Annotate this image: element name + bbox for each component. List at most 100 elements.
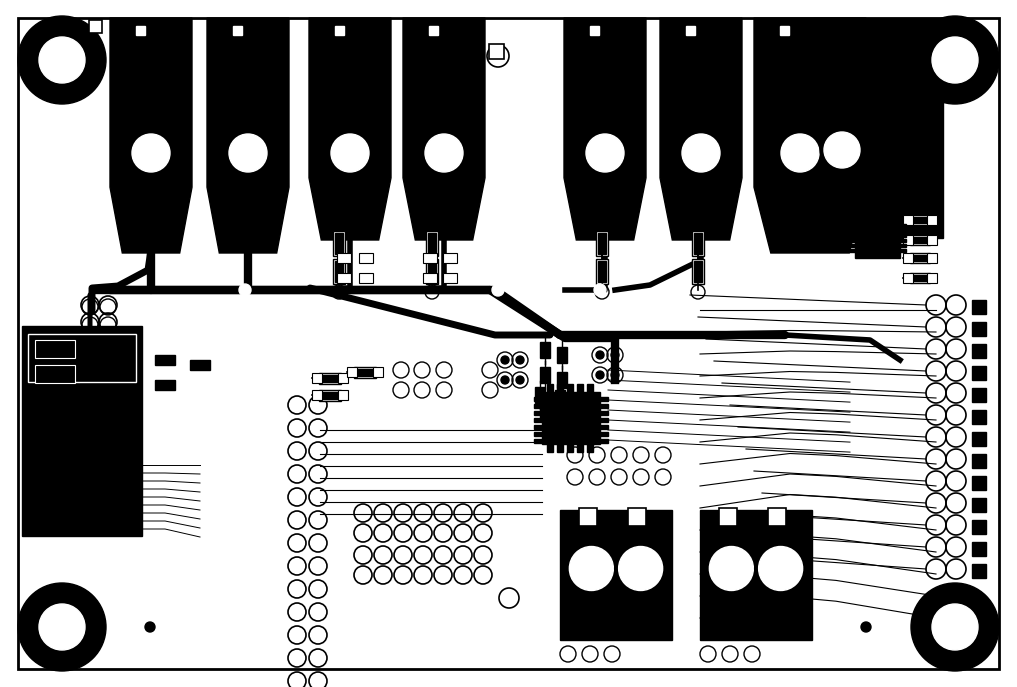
Polygon shape [403, 18, 485, 240]
Circle shape [781, 134, 819, 172]
Bar [547, 384, 553, 392]
Bar [600, 425, 608, 429]
Bar [903, 235, 913, 245]
Polygon shape [754, 18, 866, 253]
Polygon shape [660, 18, 742, 240]
Bar [337, 253, 351, 263]
Circle shape [132, 134, 170, 172]
Bar [557, 384, 563, 392]
Bar [489, 44, 504, 59]
Bar [534, 425, 542, 429]
Bar [900, 234, 906, 237]
Circle shape [229, 134, 267, 172]
Circle shape [501, 376, 508, 384]
Bar [972, 542, 986, 556]
Bar [777, 23, 792, 38]
Bar [233, 26, 242, 35]
Bar [849, 249, 855, 252]
Bar [719, 508, 737, 526]
Bar [426, 259, 438, 284]
Bar [900, 224, 906, 227]
Bar [93, 453, 99, 460]
Bar [912, 217, 928, 223]
Bar [66, 453, 72, 460]
Circle shape [932, 604, 978, 650]
Bar [319, 373, 341, 384]
Bar [332, 23, 347, 38]
Bar [567, 384, 573, 392]
Bar [910, 253, 930, 263]
Bar [75, 453, 81, 460]
Bar [540, 342, 550, 358]
Bar [93, 525, 99, 532]
Bar [542, 392, 600, 444]
Bar [338, 390, 348, 400]
Circle shape [710, 546, 754, 591]
Circle shape [911, 16, 999, 104]
Bar [683, 23, 698, 38]
Bar [359, 273, 373, 283]
Circle shape [39, 37, 85, 83]
Bar [155, 355, 175, 365]
Bar [57, 453, 63, 460]
Bar [534, 439, 542, 443]
Bar [855, 220, 900, 258]
Bar [972, 300, 986, 314]
Circle shape [596, 371, 604, 379]
Bar [534, 411, 542, 415]
Bar [312, 390, 322, 400]
Bar [972, 520, 986, 534]
Circle shape [911, 583, 999, 671]
Bar [700, 510, 812, 640]
Bar [928, 235, 937, 245]
Circle shape [759, 546, 802, 591]
Bar [694, 261, 702, 282]
Bar [596, 231, 608, 256]
Bar [912, 237, 928, 243]
Bar [849, 229, 855, 232]
Bar [577, 444, 583, 452]
Circle shape [39, 604, 85, 650]
Bar [337, 273, 351, 283]
Bar [22, 326, 142, 536]
Bar [972, 344, 986, 358]
Circle shape [932, 37, 978, 83]
Bar [900, 249, 906, 252]
Bar [319, 390, 341, 401]
Circle shape [124, 123, 132, 131]
Bar [567, 444, 573, 452]
Bar [587, 384, 593, 392]
Bar [972, 322, 986, 336]
Bar [692, 259, 704, 284]
Bar [356, 369, 374, 376]
Bar [557, 372, 567, 388]
Bar [903, 273, 913, 283]
Bar [928, 253, 937, 263]
Bar [972, 366, 986, 380]
Bar [39, 453, 45, 460]
Bar [48, 453, 54, 460]
Bar [900, 239, 906, 242]
Circle shape [570, 546, 613, 591]
Bar [347, 367, 357, 377]
Circle shape [18, 583, 106, 671]
Bar [972, 454, 986, 468]
Bar [912, 255, 928, 261]
Bar [133, 23, 148, 38]
Bar [900, 244, 906, 247]
Bar [560, 407, 570, 423]
Circle shape [239, 284, 251, 296]
Bar [560, 510, 672, 640]
Bar [629, 508, 646, 526]
Bar [813, 18, 943, 238]
Bar [35, 365, 75, 383]
Bar [910, 235, 930, 245]
Bar [428, 233, 436, 254]
Bar [590, 26, 599, 35]
Bar [534, 418, 542, 422]
Bar [972, 388, 986, 402]
Bar [972, 498, 986, 512]
Circle shape [119, 121, 129, 131]
Bar [928, 215, 937, 225]
Circle shape [586, 134, 624, 172]
